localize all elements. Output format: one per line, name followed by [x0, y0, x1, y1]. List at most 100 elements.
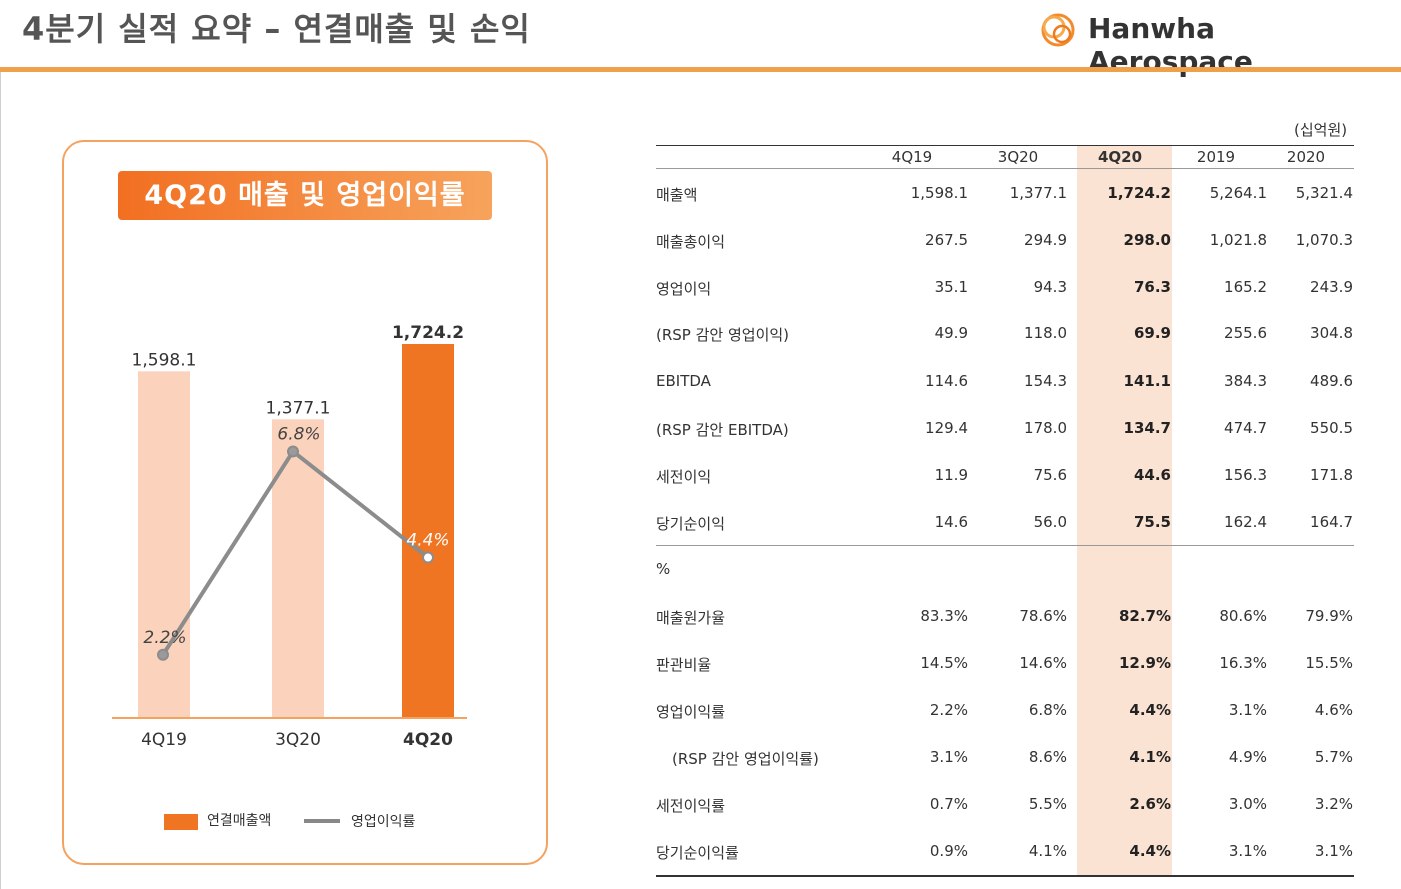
table-top-rule [656, 145, 1354, 146]
x-tick-4Q19: 4Q19 [141, 730, 187, 750]
revenue-label-3Q20: 1,377.1 [266, 398, 331, 418]
x-tick-3Q20: 3Q20 [275, 730, 321, 750]
table-row-3-value-4Q20: 69.9 [1133, 324, 1171, 342]
pct-row-4-value-4Q19: 0.7% [929, 795, 968, 813]
pct-row-5-value-3Q20: 4.1% [1028, 842, 1067, 860]
slide-edge [0, 72, 1, 889]
table-row-4-value-2019: 384.3 [1224, 372, 1267, 390]
logo-text: Hanwha Aerospace [1088, 12, 1253, 78]
table-row-0-label: 매출액 [656, 186, 698, 204]
revenue-label-4Q20: 1,724.2 [392, 323, 464, 343]
table-row-0-value-3Q20: 1,377.1 [1009, 184, 1067, 202]
pct-row-1-value-2019: 16.3% [1219, 654, 1267, 672]
pct-row-1-value-3Q20: 14.6% [1019, 654, 1067, 672]
pct-row-0-value-4Q19: 83.3% [920, 607, 968, 625]
hanwha-logo: Hanwha Aerospace [1036, 6, 1386, 78]
table-row-4-label: EBITDA [656, 372, 711, 390]
table-row-1-value-4Q19: 267.5 [925, 231, 968, 249]
pct-row-5-value-2019: 3.1% [1228, 842, 1267, 860]
table-row-2-value-4Q20: 76.3 [1133, 278, 1171, 296]
revenue-bar-3Q20 [272, 419, 324, 718]
table-row-7-value-3Q20: 56.0 [1033, 513, 1067, 531]
pct-row-5-label: 당기순이익률 [656, 844, 739, 862]
margin-label-3Q20: 6.8% [277, 424, 320, 444]
pct-row-2-value-2020: 4.6% [1314, 701, 1353, 719]
pct-row-2-value-4Q19: 2.2% [929, 701, 968, 719]
revenue-bar-4Q19 [138, 371, 190, 718]
pct-row-3-value-4Q20: 4.1% [1129, 748, 1171, 766]
table-row-5-label: (RSP 감안 EBITDA) [656, 421, 789, 439]
pct-row-3-value-2019: 4.9% [1228, 748, 1267, 766]
table-row-5-value-3Q20: 178.0 [1024, 419, 1067, 437]
legend-margin-label: 영업이익률 [351, 814, 416, 830]
column-header-3Q20: 3Q20 [997, 148, 1039, 166]
hanwha-logo-icon [1041, 13, 1075, 47]
table-row-1-value-3Q20: 294.9 [1024, 231, 1067, 249]
column-header-4Q20: 4Q20 [1097, 148, 1143, 166]
pct-row-3-value-4Q19: 3.1% [929, 748, 968, 766]
margin-label-4Q19: 2.2% [143, 628, 186, 648]
table-row-2-label: 영업이익 [656, 280, 712, 298]
pct-row-2-label: 영업이익률 [656, 703, 726, 721]
column-header-4Q19: 4Q19 [891, 148, 933, 166]
table-row-7-value-4Q19: 14.6 [934, 513, 968, 531]
table-row-3-value-2019: 255.6 [1224, 324, 1267, 342]
table-row-1-value-2019: 1,021.8 [1209, 231, 1267, 249]
table-bottom-rule [656, 875, 1354, 877]
table-row-7-value-2020: 164.7 [1310, 513, 1353, 531]
pct-row-1-label: 판관비율 [656, 656, 712, 674]
table-row-7-value-4Q20: 75.5 [1133, 513, 1171, 531]
table-row-4-value-4Q20: 141.1 [1123, 372, 1171, 390]
highlight-column [1077, 146, 1172, 876]
table-row-4-value-2020: 489.6 [1310, 372, 1353, 390]
chart-title: 4Q20 매출 및 영업이익률 [118, 171, 492, 220]
table-row-6-value-3Q20: 75.6 [1033, 466, 1067, 484]
table-row-4-value-3Q20: 154.3 [1024, 372, 1067, 390]
table-row-5-value-4Q19: 129.4 [925, 419, 968, 437]
table-row-6-value-4Q19: 11.9 [934, 466, 968, 484]
column-header-2019: 2019 [1196, 148, 1236, 166]
table-row-3-value-3Q20: 118.0 [1024, 324, 1067, 342]
pct-row-0-value-2020: 79.9% [1305, 607, 1353, 625]
table-row-6-value-2019: 156.3 [1224, 466, 1267, 484]
pct-row-4-value-2019: 3.0% [1228, 795, 1267, 813]
table-row-5-value-2020: 550.5 [1310, 419, 1353, 437]
table-row-5-value-2019: 474.7 [1224, 419, 1267, 437]
legend-revenue-label: 연결매출액 [207, 813, 272, 829]
table-header-rule [656, 168, 1354, 169]
revenue-margin-chart: 1,598.1 1,377.1 1,724.2 4Q19 3Q20 4Q20 2.2% 6.8… [112, 323, 467, 750]
table-row-1-value-4Q20: 298.0 [1123, 231, 1171, 249]
table-row-2-value-4Q19: 35.1 [934, 278, 968, 296]
pct-row-3-value-2020: 5.7% [1314, 748, 1353, 766]
pct-row-0-label: 매출원가율 [656, 609, 726, 627]
pct-row-5-value-2020: 3.1% [1314, 842, 1353, 860]
pct-row-3-label: (RSP 감안 영업이익률) [672, 750, 819, 768]
table-section-rule [656, 545, 1354, 546]
table-row-0-value-2020: 5,321.4 [1295, 184, 1353, 202]
pct-row-2-value-2019: 3.1% [1228, 701, 1267, 719]
table-row-5-value-4Q20: 134.7 [1123, 419, 1171, 437]
margin-point-4Q20 [422, 551, 434, 564]
pct-row-3-value-3Q20: 8.6% [1028, 748, 1067, 766]
pct-row-0-value-4Q20: 82.7% [1118, 607, 1171, 625]
table-row-7-label: 당기순이익 [656, 515, 726, 533]
header-rule [0, 67, 1401, 72]
pct-row-1-value-4Q20: 12.9% [1118, 654, 1171, 672]
revenue-label-4Q19: 1,598.1 [132, 350, 197, 370]
table-row-2-value-2020: 243.9 [1310, 278, 1353, 296]
table-row-7-value-2019: 162.4 [1224, 513, 1267, 531]
table-row-4-value-4Q19: 114.6 [925, 372, 968, 390]
table-row-1-value-2020: 1,070.3 [1295, 231, 1353, 249]
table-row-0-value-2019: 5,264.1 [1209, 184, 1267, 202]
margin-label-4Q20: 4.4% [406, 531, 449, 551]
table-row-3-value-2020: 304.8 [1310, 324, 1353, 342]
table-row-0-value-4Q20: 1,724.2 [1107, 184, 1171, 202]
table-row-1-label: 매출총이익 [656, 233, 726, 251]
pct-row-2-value-3Q20: 6.8% [1028, 701, 1067, 719]
pct-row-0-value-2019: 80.6% [1219, 607, 1267, 625]
table-row-6-label: 세전이익 [656, 468, 712, 486]
x-tick-4Q20: 4Q20 [403, 730, 453, 750]
revenue-bar-4Q20 [402, 344, 454, 718]
margin-point-4Q19 [157, 648, 169, 661]
margin-point-3Q20 [287, 445, 299, 458]
